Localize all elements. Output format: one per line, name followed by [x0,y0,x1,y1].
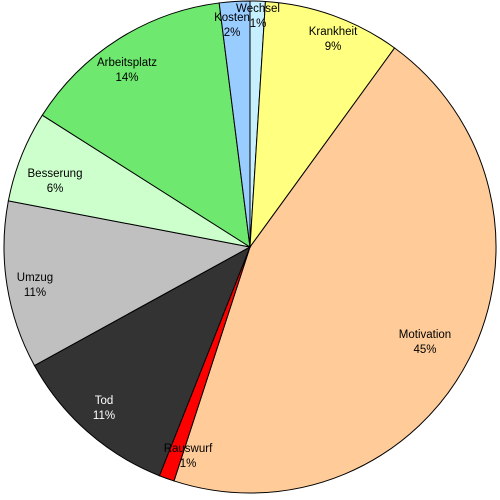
slice-label-wechsel: Wechsel [236,3,280,15]
slice-label-motivation: Motivation [399,329,451,341]
slice-percent-arbeitsplatz: 14% [115,72,138,84]
slice-label-rauswurf: Rauswurf [164,443,213,455]
pie-labels: Wechsel 1% Krankheit 9% Motivation 45% Rauswur… [17,3,451,470]
slice-percent-wechsel: 1% [250,18,267,30]
pie-slices [3,0,497,494]
pie-slice-umzug [3,200,252,367]
slice-percent-umzug: 11% [24,287,46,299]
slice-percent-rauswurf: 1% [180,458,197,470]
slice-percent-kosten: 2% [224,27,241,39]
pie-slice-kosten [218,0,251,248]
slice-percent-krankheit: 9% [325,41,342,53]
slice-percent-motivation: 45% [413,344,436,356]
pie-slice-tod [33,245,251,477]
slice-label-besserung: Besserung [28,168,83,180]
slice-percent-besserung: 6% [47,183,64,195]
slice-label-tod: Tod [95,395,114,407]
slice-label-kosten: Kosten [214,12,250,24]
pie-slice-arbeitsplatz [41,2,251,248]
pie-slice-krankheit [249,0,396,249]
slice-label-umzug: Umzug [17,272,53,284]
slice-label-arbeitsplatz: Arbeitsplatz [97,57,157,69]
slice-label-krankheit: Krankheit [309,26,358,38]
slice-percent-tod: 11% [93,410,115,422]
pie-slice-motivation [173,47,497,494]
